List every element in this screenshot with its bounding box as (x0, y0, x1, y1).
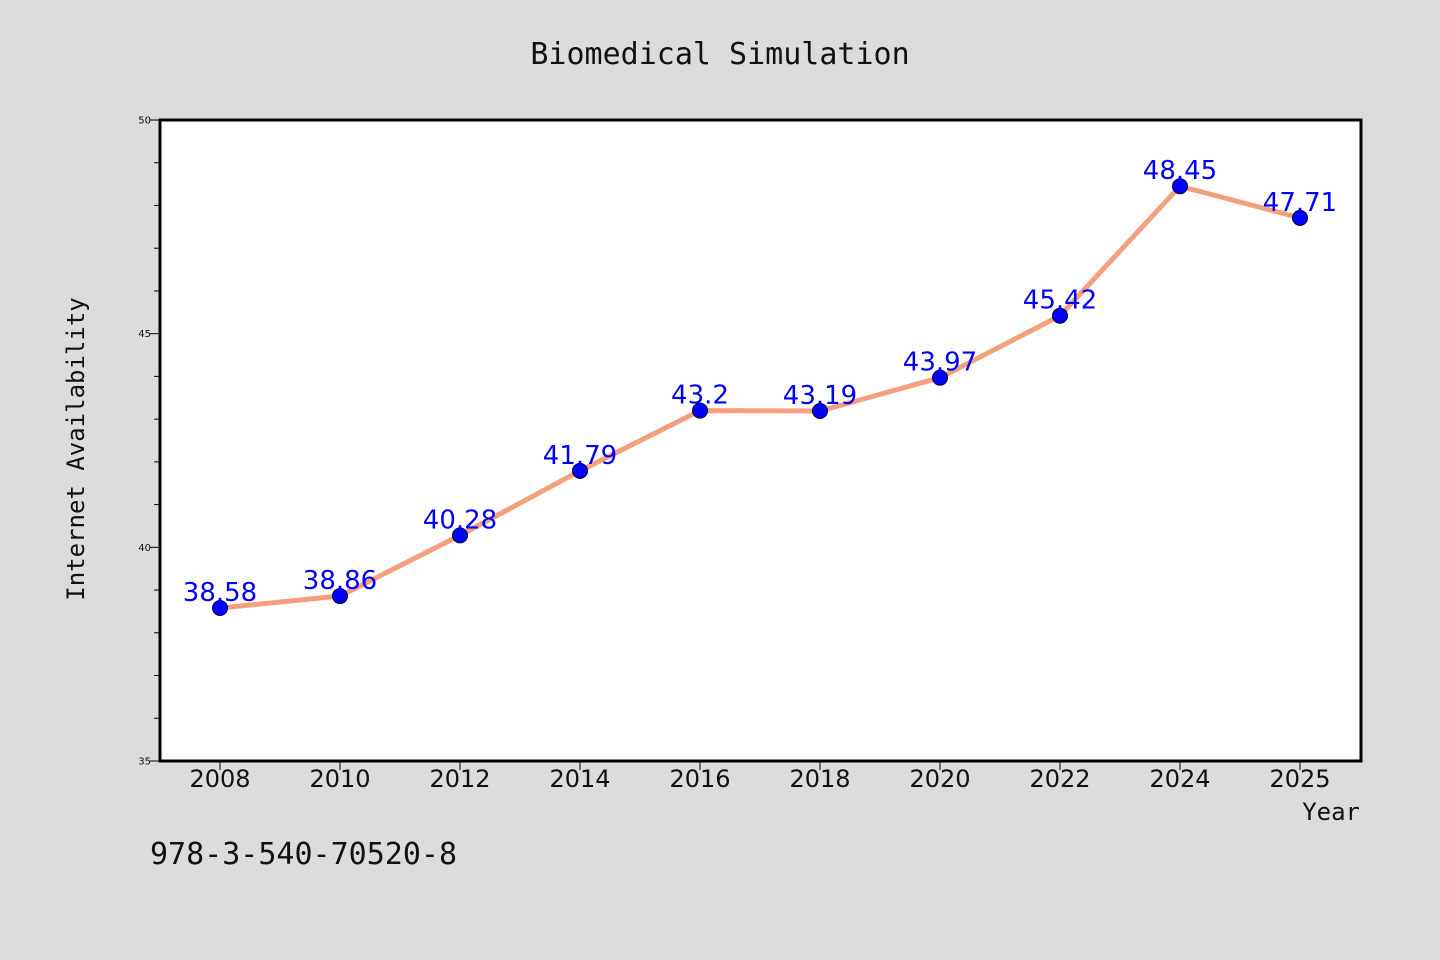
series-line (217, 183, 1303, 611)
y-axis-ticks: 35 40 45 50 (138, 116, 160, 768)
x-tick-label: 2024 (1149, 765, 1210, 793)
x-tick-label: 2016 (669, 765, 730, 793)
x-tick-label: 2008 (189, 765, 250, 793)
data-labels: 38.58 38.86 40.28 41.79 43.2 43.19 43.97 45.42 4… (183, 156, 1337, 608)
data-point-marker (332, 588, 348, 605)
data-point-marker (1172, 178, 1188, 195)
series-layer (212, 178, 1308, 617)
data-point-marker (212, 600, 228, 617)
x-tick-label: 2010 (309, 765, 370, 793)
x-tick-label: 2014 (549, 765, 610, 793)
data-point-marker (572, 462, 588, 479)
y-tick-label: 50 (138, 116, 151, 127)
y-tick-label: 45 (138, 329, 151, 340)
x-tick-label: 2025 (1269, 765, 1330, 793)
chart-title: Biomedical Simulation (530, 37, 909, 72)
data-value-label: 38.58 (183, 578, 257, 608)
data-point-marker (812, 403, 828, 420)
y-axis-label: Internet Availability (62, 297, 90, 600)
data-point-marker (1052, 307, 1068, 324)
y-tick-label: 40 (138, 543, 151, 554)
x-tick-label: 2022 (1029, 765, 1090, 793)
annotation-text: 978-3-540-70520-8 (150, 837, 457, 872)
plot-area (158, 118, 1363, 763)
data-value-label: 43.2 (671, 381, 729, 411)
data-value-label: 43.19 (783, 381, 857, 411)
data-value-label: 38.86 (303, 566, 377, 596)
data-value-label: 45.42 (1023, 286, 1097, 316)
data-value-label: 48.45 (1143, 156, 1217, 186)
x-axis-ticks: 2008 2010 2012 2014 2016 2018 2020 2022 2024 2025 (189, 761, 1331, 793)
y-tick-label: 35 (138, 757, 151, 768)
data-value-label: 43.97 (903, 348, 977, 378)
x-tick-label: 2018 (789, 765, 850, 793)
data-value-label: 41.79 (543, 441, 617, 471)
x-axis-label: Year (1302, 798, 1360, 826)
data-point-marker (1292, 209, 1308, 226)
data-point-marker (692, 402, 708, 419)
data-value-label: 47.71 (1263, 188, 1337, 218)
x-tick-label: 2012 (429, 765, 490, 793)
data-value-label: 40.28 (423, 505, 497, 535)
x-tick-label: 2020 (909, 765, 970, 793)
data-point-marker (452, 527, 468, 544)
data-point-marker (932, 369, 948, 386)
